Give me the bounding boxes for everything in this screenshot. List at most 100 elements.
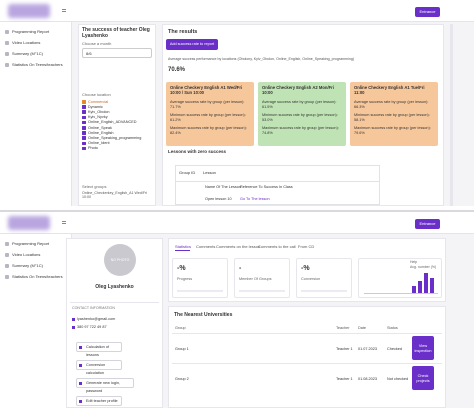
email: lyashenko@gmail.com [77, 317, 116, 321]
stat-value: -% [301, 265, 310, 272]
table-header: Lesson [203, 170, 216, 175]
action-button[interactable]: Check projects [412, 366, 434, 390]
chart-legend: Avg. number (%) [410, 265, 437, 269]
location-option[interactable]: Photo [88, 146, 98, 151]
location-option[interactable]: Kyiv_Nyvky [88, 115, 108, 120]
phone: 380 97 722 49 87 [77, 325, 107, 329]
table-cell: Checked [387, 347, 402, 351]
group-card-line: Maximum success rate by group (per lesso… [170, 126, 247, 135]
contact-icon [72, 326, 75, 329]
sidebar [0, 22, 72, 206]
sidebar-item[interactable]: Video Locations [12, 252, 41, 257]
sidebar-item[interactable]: Summary (M°1C) [12, 263, 43, 268]
logo [8, 216, 50, 230]
field-label: Choose location [82, 92, 111, 97]
profile-button[interactable]: Edit teacher profile [76, 396, 122, 406]
tab[interactable]: From CD [298, 244, 315, 249]
profile-button[interactable]: Calculation of lessons [76, 342, 122, 357]
location-option[interactable]: Online_Speak [88, 125, 112, 130]
group-select[interactable]: Online_Checkerkey_English_A1 Wed/Fri 10:… [82, 191, 148, 200]
chart-title: Help [410, 260, 418, 264]
filter-title: The success of teacher Oleg Lyashenko [82, 27, 150, 40]
sidebar-icon [5, 52, 9, 56]
sidebar-icon [5, 264, 9, 268]
location-option[interactable]: Online_Ident [88, 141, 110, 146]
tab[interactable]: Comments [196, 244, 216, 249]
header-bar [0, 212, 474, 234]
profile-button[interactable]: Conversion calculation [76, 360, 122, 375]
entrance-button[interactable]: Entrance [415, 219, 440, 229]
group-card-line: Average success rate by group (per lesso… [170, 100, 245, 109]
checkbox[interactable] [82, 136, 86, 140]
month-select[interactable]: 8/6 [82, 48, 152, 58]
action-button[interactable]: View inspection [412, 336, 434, 360]
table-cell: Group 1 [175, 347, 189, 351]
button-icon [79, 363, 82, 367]
stat-bar [239, 290, 285, 292]
location-option[interactable]: Dynamic [88, 104, 103, 109]
location-option[interactable]: Online_English [88, 130, 114, 135]
results-title: The results [168, 29, 198, 35]
field-label: Select groups [82, 184, 107, 189]
add-button[interactable]: Add success rate to report [166, 39, 218, 50]
group-card-title: Online Checkery English A1 Wed/Fri 10:00… [170, 85, 243, 96]
group-card-line: Minimum success rate by group (per lesso… [262, 113, 338, 122]
tab[interactable]: Comments on the lesson [216, 244, 261, 249]
sidebar-icon [5, 275, 9, 279]
button-icon [79, 381, 82, 385]
checkbox[interactable] [82, 110, 86, 114]
checkbox[interactable] [82, 115, 86, 120]
location-option[interactable]: Kyiv_Obolon [88, 110, 110, 114]
checkbox[interactable] [82, 126, 86, 130]
table-header: Teacher [336, 326, 350, 330]
table-cell: Teacher 1 [336, 377, 353, 381]
chart-card [358, 258, 442, 298]
location-option[interactable]: Online_English_ADVANCED [88, 120, 137, 125]
group-card-line: Maximum success rate by group (per lesso… [354, 126, 431, 135]
table-title: The Nearest Universities [174, 312, 233, 318]
location-option[interactable]: Online_Speaking_programming [88, 136, 142, 140]
sidebar-item[interactable]: Statistics On Teens/teachers [12, 62, 63, 67]
sidebar-item[interactable]: Summary (M°1C) [12, 51, 43, 56]
location-option[interactable]: Commercial [88, 99, 109, 104]
table-cell: 01.07.2023 [358, 347, 378, 351]
tab-underline [175, 250, 190, 251]
button-icon [79, 345, 82, 349]
tab[interactable]: Statistics [175, 244, 192, 249]
sidebar-icon [5, 41, 9, 45]
checkbox[interactable] [82, 146, 86, 151]
group-card [350, 82, 438, 146]
group-card-title: Online Checkery English A2 Mon/Fri 10:00 [262, 85, 334, 96]
profile-button[interactable]: Generate new login, password [76, 378, 134, 393]
table-cell: 01.08.2023 [358, 377, 378, 381]
group-card [166, 82, 254, 146]
sidebar-icon [5, 242, 9, 246]
sidebar-item[interactable]: Programming Report [12, 241, 50, 246]
button-icon [79, 399, 82, 403]
tab[interactable]: Comments to the call [258, 244, 296, 249]
checkbox[interactable] [82, 105, 86, 109]
table-header: Date [358, 326, 367, 330]
checkbox[interactable] [82, 120, 86, 125]
table-header: Group ID [179, 170, 196, 175]
scrollbar [450, 24, 453, 206]
sidebar-icon [5, 63, 9, 67]
summary-text: Average success performance by locations… [168, 57, 355, 61]
entrance-button[interactable]: Entrance [415, 7, 440, 17]
group-card-line: Maximum success rate by group (per lesso… [262, 126, 339, 135]
summary-value: 70.6% [168, 67, 186, 73]
checkbox[interactable] [82, 141, 86, 146]
checkbox[interactable] [82, 131, 86, 135]
sidebar-item[interactable]: Video Locations [12, 40, 41, 45]
table-cell: Group 2 [175, 377, 189, 381]
group-card-line: Minimum success rate by group (per lesso… [170, 113, 246, 122]
sidebar-item[interactable]: Programming Report [12, 29, 50, 34]
stat-value: - [239, 265, 242, 272]
checkbox[interactable] [82, 100, 86, 104]
sidebar-item[interactable]: Statistics On Teens/teachers [12, 274, 63, 279]
filter-card [78, 24, 156, 206]
lesson-link[interactable]: Go To The lesson [240, 197, 270, 201]
table-rule [175, 181, 380, 182]
